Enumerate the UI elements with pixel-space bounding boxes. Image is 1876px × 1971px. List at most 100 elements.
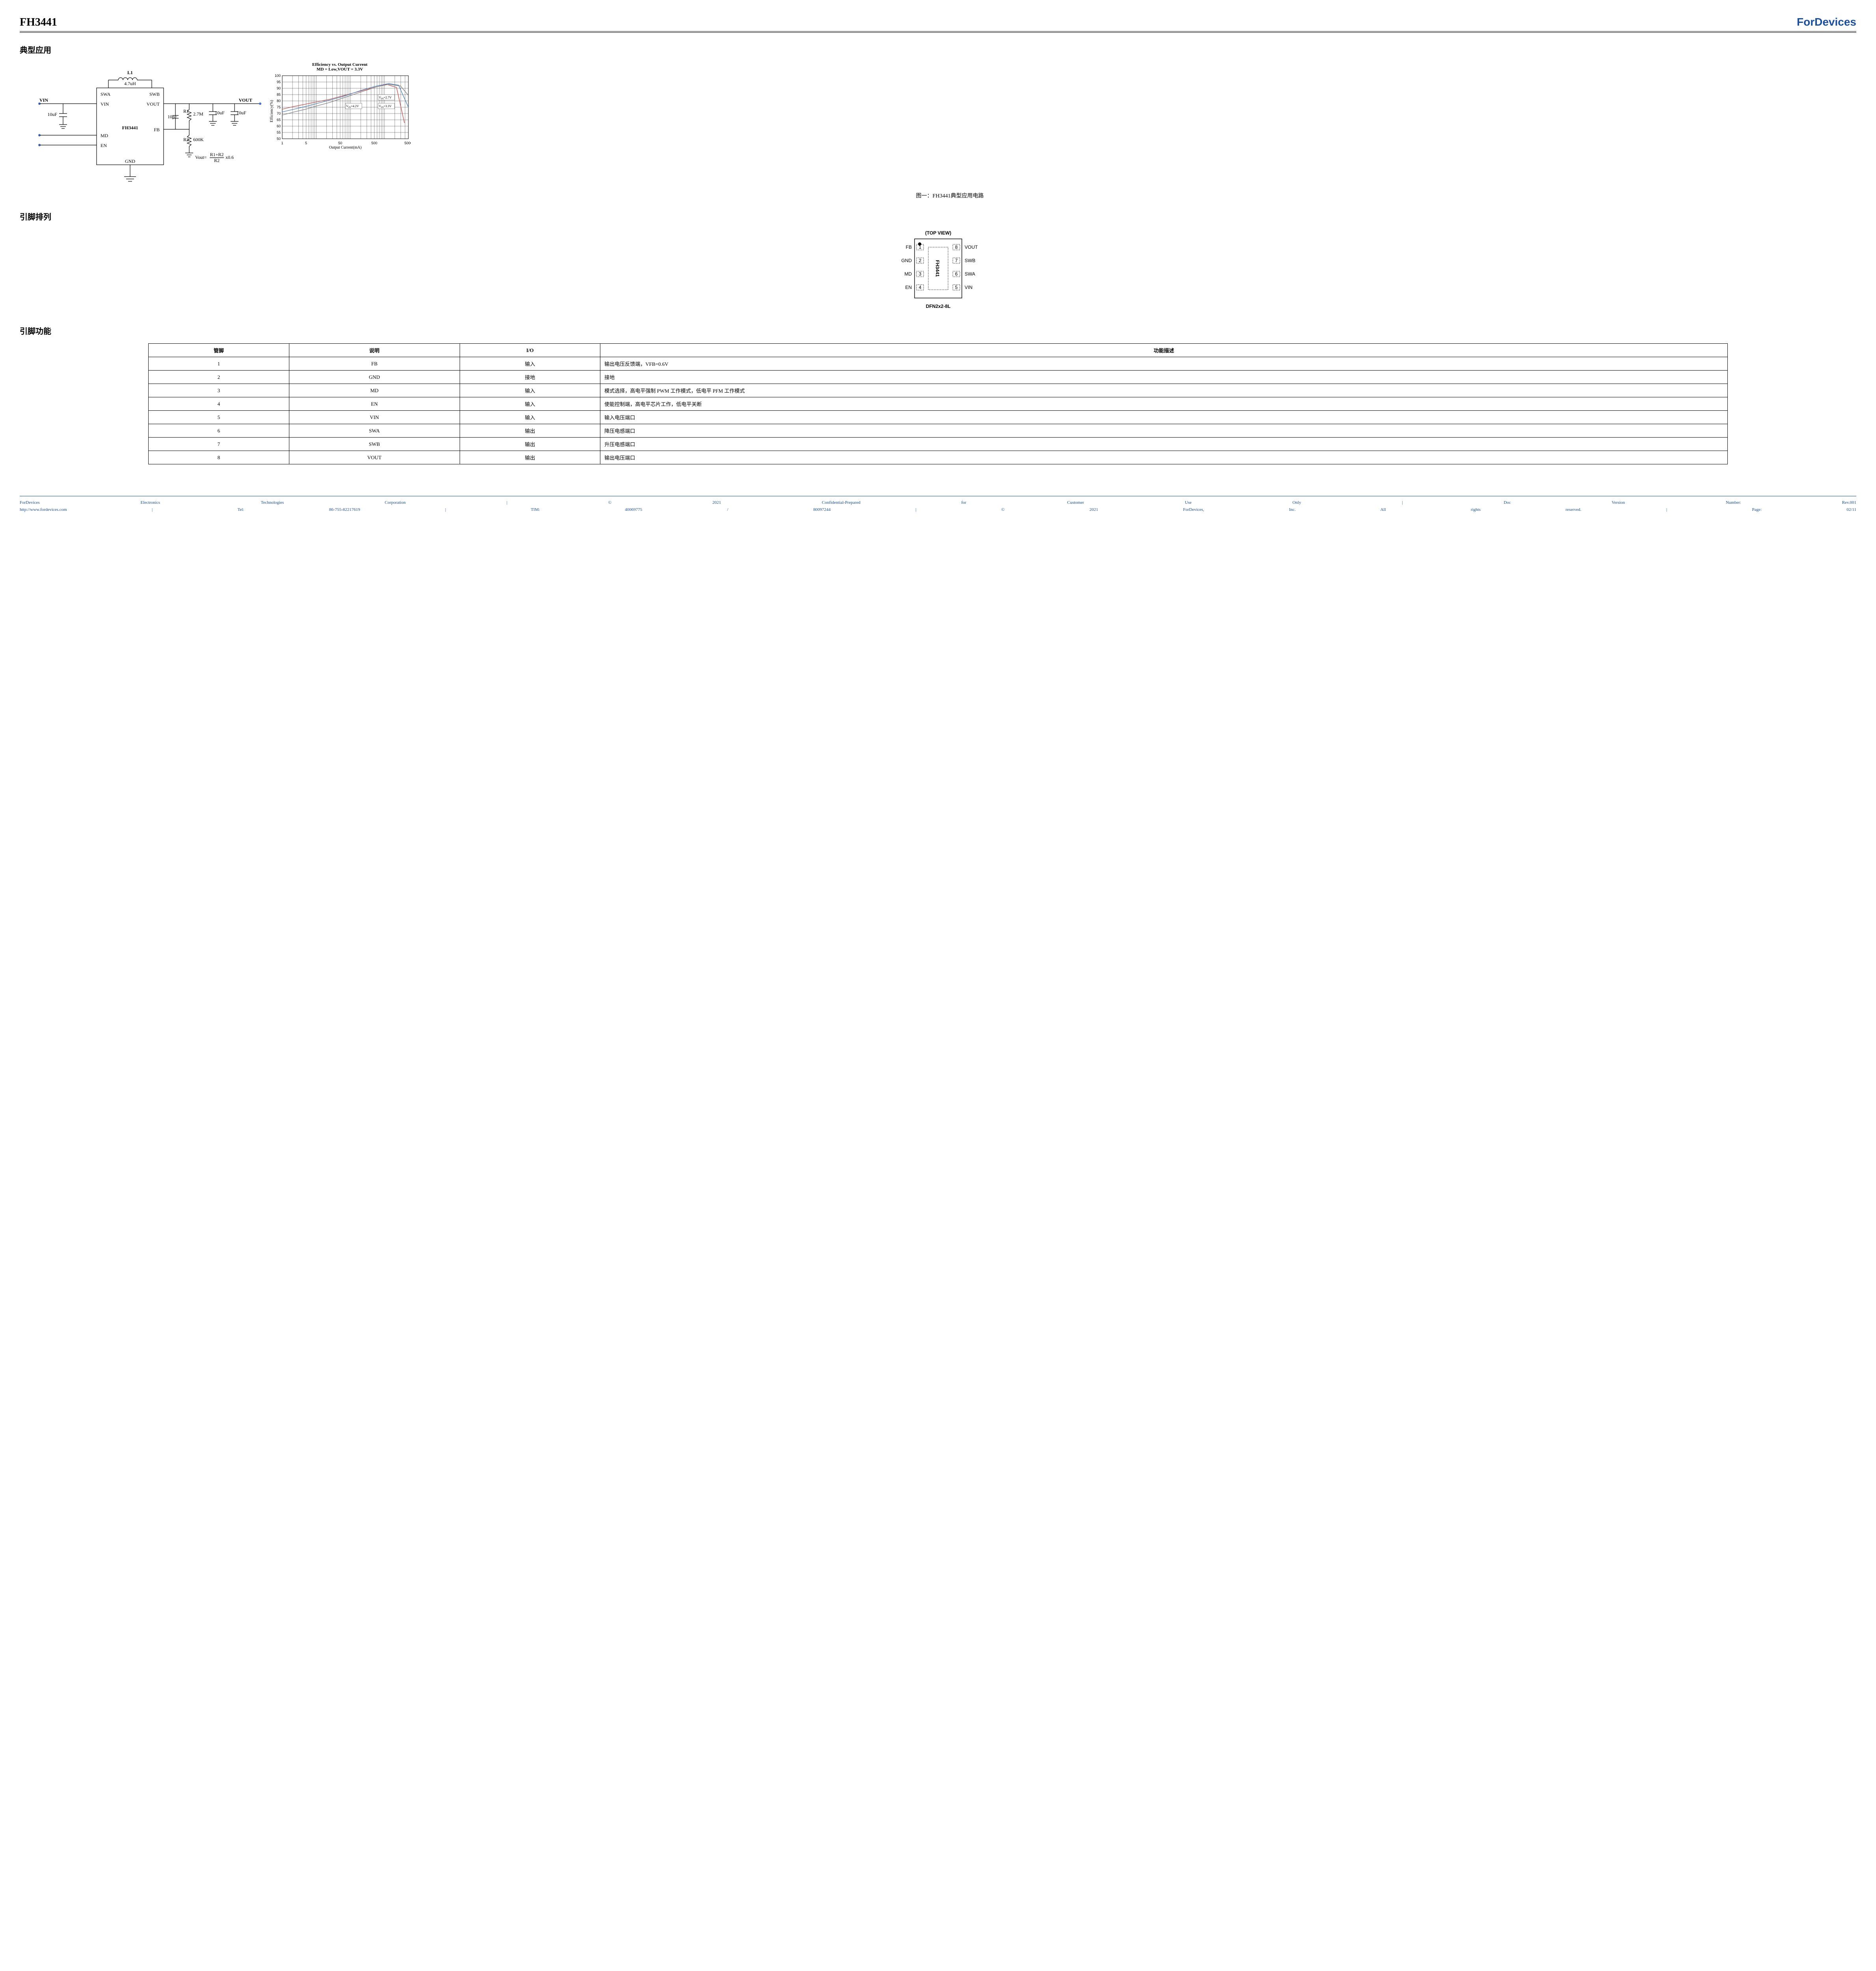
table-row: 6SWA输出降压电感端口: [149, 424, 1728, 438]
table-row: 7SWB输出升压电感端口: [149, 438, 1728, 451]
svg-text:Efficiency(%): Efficiency(%): [270, 100, 274, 122]
table-cell: 输入: [460, 397, 600, 411]
svg-text:VOUT: VOUT: [239, 97, 252, 103]
part-number: FH3441: [20, 16, 57, 29]
table-cell: 接地: [460, 371, 600, 384]
table-cell: 3: [149, 384, 289, 397]
svg-text:FH3441: FH3441: [935, 260, 940, 277]
svg-text:EN: EN: [101, 143, 107, 148]
table-cell: 降压电感端口: [600, 424, 1728, 438]
svg-text:10uF: 10uF: [215, 110, 225, 116]
svg-text:MD: MD: [101, 133, 108, 138]
table-cell: MD: [289, 384, 460, 397]
svg-text:10pF: 10pF: [168, 114, 177, 119]
svg-text:55: 55: [277, 130, 281, 134]
svg-text:FB: FB: [905, 244, 911, 250]
svg-text:Output Current(mA): Output Current(mA): [329, 145, 362, 150]
svg-text:VOUT: VOUT: [965, 244, 978, 250]
svg-text:GND: GND: [901, 258, 912, 263]
svg-text:4.7uH: 4.7uH: [124, 81, 136, 86]
svg-text:2: 2: [918, 258, 921, 263]
svg-text:SWB: SWB: [965, 258, 975, 263]
efficiency-chart: Efficiency vs. Output Current MD = Low,V…: [269, 62, 411, 152]
table-cell: VIN: [289, 411, 460, 424]
svg-text:L1: L1: [127, 70, 133, 75]
table-cell: 输出电压反馈端，VFB=0.6V: [600, 357, 1728, 371]
table-cell: 输出: [460, 451, 600, 464]
svg-text:10uF: 10uF: [237, 110, 246, 116]
svg-text:3: 3: [918, 271, 921, 277]
footer-line-2: http://www.fordevices.com | Tel: 86-755-…: [20, 507, 1856, 514]
svg-text:FB: FB: [154, 127, 160, 132]
table-header: I/O: [460, 344, 600, 357]
svg-text:85: 85: [277, 93, 281, 97]
svg-text:1: 1: [918, 244, 921, 250]
table-row: 2GND接地接地: [149, 371, 1728, 384]
svg-text:5: 5: [305, 141, 307, 145]
svg-text:8: 8: [955, 244, 958, 250]
table-row: 4EN输入使能控制端，高电平芯片工作，低电平关断: [149, 397, 1728, 411]
svg-text:80: 80: [277, 99, 281, 103]
svg-text:600K: 600K: [193, 137, 204, 142]
table-header: 管脚: [149, 344, 289, 357]
table-cell: 输入: [460, 411, 600, 424]
table-header: 说明: [289, 344, 460, 357]
svg-text:65: 65: [277, 118, 281, 122]
svg-text:R2: R2: [214, 158, 220, 163]
table-cell: 4: [149, 397, 289, 411]
section-pin-func: 引脚功能: [20, 325, 1856, 336]
table-cell: 模式选择，高电平强制 PWM 工作模式，低电平 PFM 工作模式: [600, 384, 1728, 397]
table-cell: 输入: [460, 357, 600, 371]
section-pin-layout: 引脚排列: [20, 211, 1856, 222]
page-footer: ForDevices Electronics Technologies Corp…: [20, 496, 1856, 513]
svg-text:50: 50: [338, 141, 342, 145]
table-cell: 接地: [600, 371, 1728, 384]
table-cell: 使能控制端，高电平芯片工作，低电平关断: [600, 397, 1728, 411]
table-cell: VOUT: [289, 451, 460, 464]
table-header: 功能描述: [600, 344, 1728, 357]
svg-text:(TOP VIEW): (TOP VIEW): [925, 230, 951, 236]
table-cell: 5: [149, 411, 289, 424]
chart-subtitle: MD = Low,VOUT = 3.3V: [269, 67, 411, 72]
circuit-caption: 图一：FH3441典型应用电路: [43, 192, 1856, 199]
svg-text:R2: R2: [183, 137, 189, 142]
table-cell: 输出电压端口: [600, 451, 1728, 464]
table-cell: 输出: [460, 438, 600, 451]
footer-line-1: ForDevices Electronics Technologies Corp…: [20, 499, 1856, 507]
svg-text:10uF: 10uF: [47, 112, 57, 117]
table-cell: EN: [289, 397, 460, 411]
table-row: 5VIN输入输入电压端口: [149, 411, 1728, 424]
table-cell: 2: [149, 371, 289, 384]
svg-text:60: 60: [277, 124, 281, 128]
svg-text:VIN: VIN: [39, 97, 48, 103]
svg-text:R1: R1: [183, 108, 189, 114]
chart-title: Efficiency vs. Output Current: [269, 62, 411, 67]
table-cell: SWA: [289, 424, 460, 438]
section-typical-app: 典型应用: [20, 44, 1856, 55]
table-cell: 输入: [460, 384, 600, 397]
svg-text:VIN: VIN: [965, 285, 972, 290]
page-header: FH3441 ForDevices: [20, 16, 1856, 33]
svg-text:VIN: VIN: [101, 101, 109, 107]
svg-text:R1+R2: R1+R2: [210, 152, 224, 157]
table-cell: SWB: [289, 438, 460, 451]
svg-text:500: 500: [371, 141, 377, 145]
svg-text:4: 4: [918, 285, 921, 290]
svg-text:2.7M: 2.7M: [193, 111, 203, 117]
table-cell: 6: [149, 424, 289, 438]
svg-text:SWA: SWA: [101, 91, 111, 97]
svg-text:100: 100: [275, 74, 281, 78]
svg-text:DFN2x2-8L: DFN2x2-8L: [926, 304, 950, 309]
chip-label: FH3441: [122, 125, 138, 130]
svg-text:EN: EN: [905, 285, 912, 290]
table-cell: 输出: [460, 424, 600, 438]
table-cell: 7: [149, 438, 289, 451]
svg-text:x0.6: x0.6: [225, 155, 234, 160]
table-row: 8VOUT输出输出电压端口: [149, 451, 1728, 464]
svg-text:90: 90: [277, 86, 281, 90]
svg-text:95: 95: [277, 80, 281, 84]
svg-text:5: 5: [955, 285, 958, 290]
table-cell: FB: [289, 357, 460, 371]
pinout-diagram: .p{font-family:Arial;font-size:12px;} .p…: [20, 229, 1856, 314]
table-cell: 升压电感端口: [600, 438, 1728, 451]
